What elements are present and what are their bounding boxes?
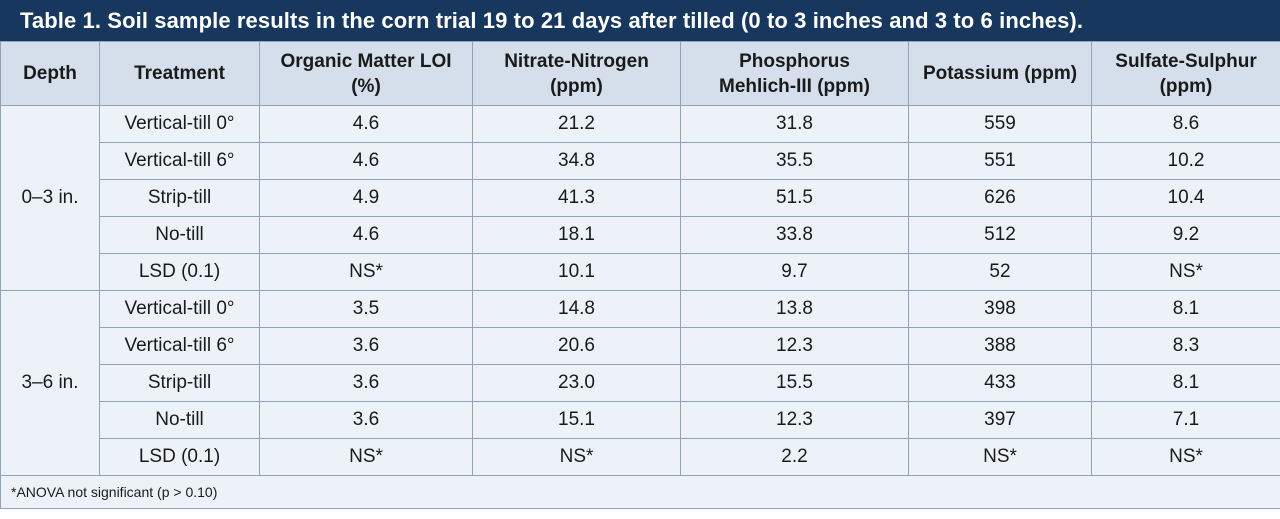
header-potassium: Potassium (ppm) [908,41,1092,106]
footnote-row: *ANOVA not significant (p > 0.10) [0,475,1280,509]
cell-nitrate: 15.1 [472,401,681,439]
cell-treatment: LSD (0.1) [99,438,260,476]
header-line: Nitrate-Nitrogen [504,50,649,72]
header-sulfate-sulphur: Sulfate-Sulphur (ppm) [1091,41,1280,106]
cell-om: 4.6 [259,142,473,180]
depth-cell: 0–3 in. [0,105,100,291]
cell-sulfate: 8.1 [1091,364,1280,402]
cell-om: 3.6 [259,364,473,402]
depth-cell: 3–6 in. [0,290,100,476]
cell-phosphorus: 13.8 [680,290,909,328]
cell-sulfate: 8.6 [1091,105,1280,143]
cell-potassium: 559 [908,105,1092,143]
header-line: (ppm) [1159,75,1213,97]
cell-om: 4.9 [259,179,473,217]
table-header: Depth Treatment Organic Matter LOI (%) Ni… [0,41,1280,106]
cell-om: NS* [259,253,473,291]
cell-phosphorus: 12.3 [680,401,909,439]
cell-potassium: 512 [908,216,1092,254]
cell-sulfate: 8.3 [1091,327,1280,365]
cell-sulfate: 7.1 [1091,401,1280,439]
cell-nitrate: 10.1 [472,253,681,291]
header-nitrate-nitrogen: Nitrate-Nitrogen (ppm) [472,41,681,106]
table-row: No-till 3.6 15.1 12.3 397 7.1 [1,401,1280,439]
table-title: Table 1. Soil sample results in the corn… [0,0,1280,41]
cell-om: 3.6 [259,401,473,439]
cell-phosphorus: 33.8 [680,216,909,254]
cell-phosphorus: 9.7 [680,253,909,291]
cell-nitrate: 18.1 [472,216,681,254]
table-row: 3–6 in. Vertical-till 0° 3.5 14.8 13.8 398 8.1 [0,290,1280,476]
cell-treatment: Strip-till [99,364,260,402]
cell-sulfate: NS* [1091,253,1280,291]
cell-sulfate: 10.4 [1091,179,1280,217]
cell-sulfate: 9.2 [1091,216,1280,254]
cell-phosphorus: 12.3 [680,327,909,365]
cell-phosphorus: 35.5 [680,142,909,180]
header-depth: Depth [0,41,100,106]
header-line: (ppm) [550,75,603,97]
header-line: Treatment [134,63,225,84]
table-row: 0–3 in. Vertical-till 0° 4.6 21.2 31.8 559 8.6 [0,105,1280,291]
cell-phosphorus: 51.5 [680,179,909,217]
header-organic-matter: Organic Matter LOI (%) [259,41,473,106]
cell-nitrate: NS* [472,438,681,476]
cell-sulfate: NS* [1091,438,1280,476]
soil-results-table: Depth Treatment Organic Matter LOI (%) Ni… [0,41,1280,509]
footnote: *ANOVA not significant (p > 0.10) [0,475,1280,509]
cell-treatment: No-till [99,216,260,254]
cell-sulfate: 10.2 [1091,142,1280,180]
header-treatment: Treatment [99,41,260,106]
table-row: Vertical-till 6° 4.6 34.8 35.5 551 10.2 [1,142,1280,180]
cell-treatment: Vertical-till 0° [99,105,260,143]
cell-potassium: 388 [908,327,1092,365]
header-line: Phosphorus [739,50,850,72]
cell-nitrate: 20.6 [472,327,681,365]
cell-treatment: LSD (0.1) [99,253,260,291]
table-body: 0–3 in. Vertical-till 0° 4.6 21.2 31.8 559 8.6… [0,105,1280,476]
table-row: Vertical-till 6° 3.6 20.6 12.3 388 8.3 [1,327,1280,365]
cell-nitrate: 23.0 [472,364,681,402]
table-row: LSD (0.1) NS* 10.1 9.7 52 NS* [1,253,1280,291]
header-line: Potassium (ppm) [922,63,1078,84]
cell-nitrate: 34.8 [472,142,681,180]
header-line: Sulfate-Sulphur [1115,50,1257,72]
cell-potassium: 398 [908,290,1092,328]
table-row: Strip-till 3.6 23.0 15.5 433 8.1 [1,364,1280,402]
table-row: No-till 4.6 18.1 33.8 512 9.2 [1,216,1280,254]
cell-om: 4.6 [259,105,473,143]
cell-om: NS* [259,438,473,476]
cell-sulfate: 8.1 [1091,290,1280,328]
cell-potassium: 433 [908,364,1092,402]
cell-treatment: Vertical-till 6° [99,142,260,180]
cell-phosphorus: 2.2 [680,438,909,476]
cell-phosphorus: 31.8 [680,105,909,143]
cell-treatment: No-till [99,401,260,439]
cell-potassium: 397 [908,401,1092,439]
table-row: Strip-till 4.9 41.3 51.5 626 10.4 [1,179,1280,217]
header-line: Mehlich-III (ppm) [719,75,870,97]
cell-om: 4.6 [259,216,473,254]
header-row: Depth Treatment Organic Matter LOI (%) Ni… [0,41,1280,106]
cell-phosphorus: 15.5 [680,364,909,402]
cell-treatment: Strip-till [99,179,260,217]
cell-potassium: 626 [908,179,1092,217]
header-line: Organic Matter LOI [280,50,452,72]
cell-nitrate: 21.2 [472,105,681,143]
cell-om: 3.6 [259,327,473,365]
cell-nitrate: 14.8 [472,290,681,328]
header-phosphorus: Phosphorus Mehlich-III (ppm) [680,41,909,106]
cell-om: 3.5 [259,290,473,328]
cell-potassium: NS* [908,438,1092,476]
cell-treatment: Vertical-till 6° [99,327,260,365]
header-line: Depth [23,63,77,84]
cell-potassium: 551 [908,142,1092,180]
table-row: LSD (0.1) NS* NS* 2.2 NS* NS* [1,438,1280,476]
cell-treatment: Vertical-till 0° [99,290,260,328]
header-line: (%) [351,75,381,97]
cell-nitrate: 41.3 [472,179,681,217]
cell-potassium: 52 [908,253,1092,291]
